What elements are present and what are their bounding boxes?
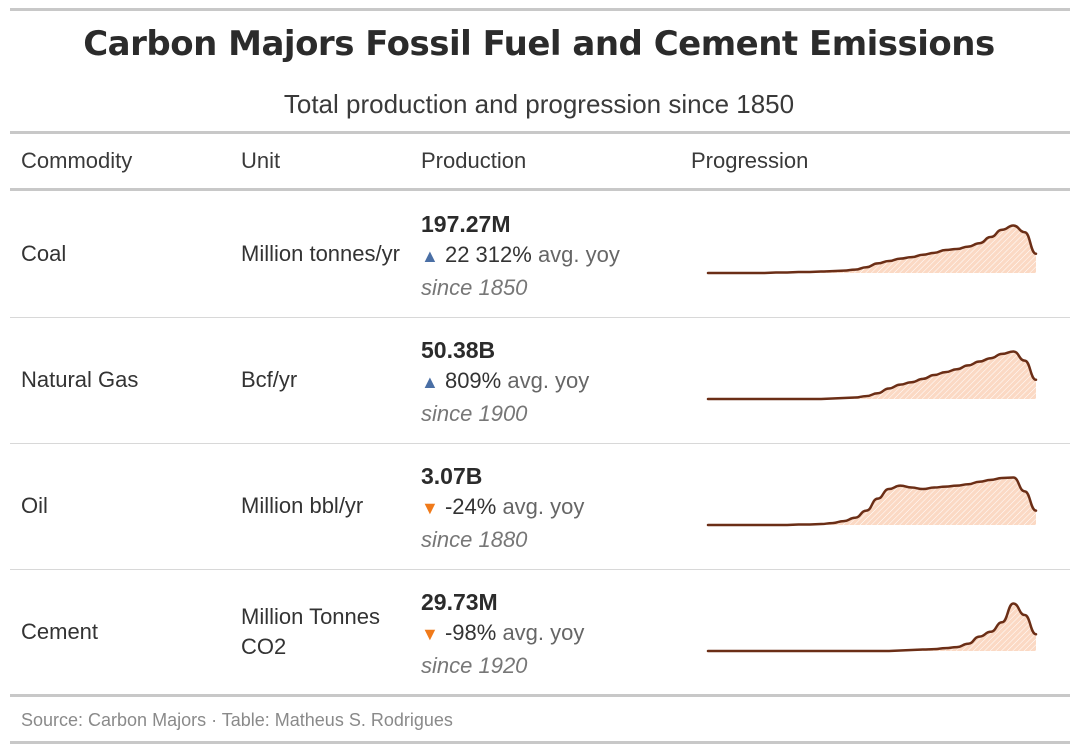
since-year: since 1900 xyxy=(421,401,528,426)
commodity-cell: Oil xyxy=(21,493,48,518)
progression-sparkline xyxy=(706,476,1038,527)
column-header-unit: Unit xyxy=(241,148,281,173)
production-cell: 197.27M ▲ 22 312% avg. yoy since 1850 xyxy=(421,209,620,304)
yoy-suffix: avg. yoy xyxy=(502,494,585,519)
column-header-commodity: Commodity xyxy=(21,148,133,173)
triangle-down-icon: ▼ xyxy=(421,498,439,518)
yoy-suffix: avg. yoy xyxy=(507,368,590,393)
row-separator xyxy=(10,443,1070,444)
yoy-percent: -98% xyxy=(444,620,497,645)
sparkline-line xyxy=(706,350,1038,401)
yoy-change: ▲ 22 312% avg. yoy xyxy=(421,239,620,272)
unit-cell: Bcf/yr xyxy=(241,367,298,392)
table-row: Natural Gas Bcf/yr 50.38B ▲ 809% avg. yoy si… xyxy=(10,317,1070,443)
progression-sparkline xyxy=(706,224,1038,275)
unit-cell: Million Tonnes CO2 xyxy=(241,604,381,659)
sparkline-line xyxy=(706,602,1038,653)
since-year: since 1920 xyxy=(421,653,528,678)
yoy-suffix: avg. yoy xyxy=(502,620,585,645)
since-year: since 1850 xyxy=(421,275,528,300)
row-separator xyxy=(10,569,1070,570)
production-cell: 3.07B ▼ -24% avg. yoy since 1880 xyxy=(421,461,584,556)
table-row: Oil Million bbl/yr 3.07B ▼ -24% avg. yoy sin… xyxy=(10,443,1070,569)
source-note: Source: Carbon Majors · Table: Matheus S… xyxy=(21,710,453,730)
production-cell: 50.38B ▲ 809% avg. yoy since 1900 xyxy=(421,335,589,430)
progression-sparkline xyxy=(706,602,1038,653)
commodity-cell: Coal xyxy=(21,241,67,266)
yoy-change: ▼ -98% avg. yoy xyxy=(421,617,584,650)
progression-sparkline xyxy=(706,350,1038,401)
column-header-production: Production xyxy=(421,148,527,173)
commodity-cell: Cement xyxy=(21,619,99,644)
yoy-percent: 809% xyxy=(444,368,502,393)
unit-cell: Million tonnes/yr xyxy=(241,241,400,266)
triangle-up-icon: ▲ xyxy=(421,246,439,266)
unit-cell: Million bbl/yr xyxy=(241,493,364,518)
sparkline-area xyxy=(708,351,1036,399)
production-value: 3.07B xyxy=(421,463,483,489)
triangle-down-icon: ▼ xyxy=(421,624,439,644)
row-separator xyxy=(10,317,1070,318)
triangle-up-icon: ▲ xyxy=(421,372,439,392)
since-year: since 1880 xyxy=(421,527,528,552)
yoy-suffix: avg. yoy xyxy=(537,242,620,267)
sparkline-area xyxy=(708,603,1036,651)
commodity-cell: Natural Gas xyxy=(21,367,139,392)
chart-title: Carbon Majors Fossil Fuel and Cement Emi… xyxy=(83,24,995,64)
table-row: Cement Million Tonnes CO2 29.73M ▼ -98% avg… xyxy=(10,569,1070,695)
sparkline-line xyxy=(706,476,1038,527)
footer-rule xyxy=(10,741,1070,744)
production-value: 29.73M xyxy=(421,589,498,615)
production-value: 197.27M xyxy=(421,211,511,237)
chart-subtitle: Total production and progression since 1… xyxy=(283,89,795,119)
bottom-rule xyxy=(10,694,1070,697)
sparkline-line xyxy=(706,224,1038,275)
top-rule xyxy=(10,8,1070,11)
yoy-percent: -24% xyxy=(444,494,497,519)
production-value: 50.38B xyxy=(421,337,496,363)
table-row: Coal Million tonnes/yr 197.27M ▲ 22 312% av… xyxy=(10,191,1070,317)
sparkline-area xyxy=(708,477,1036,525)
yoy-change: ▲ 809% avg. yoy xyxy=(421,365,589,398)
yoy-percent: 22 312% xyxy=(444,242,532,267)
production-cell: 29.73M ▼ -98% avg. yoy since 1920 xyxy=(421,587,584,682)
sparkline-area xyxy=(708,225,1036,273)
column-header-progression: Progression xyxy=(691,148,809,173)
header-top-rule xyxy=(10,131,1070,134)
header-bottom-rule xyxy=(10,188,1070,191)
yoy-change: ▼ -24% avg. yoy xyxy=(421,491,584,524)
